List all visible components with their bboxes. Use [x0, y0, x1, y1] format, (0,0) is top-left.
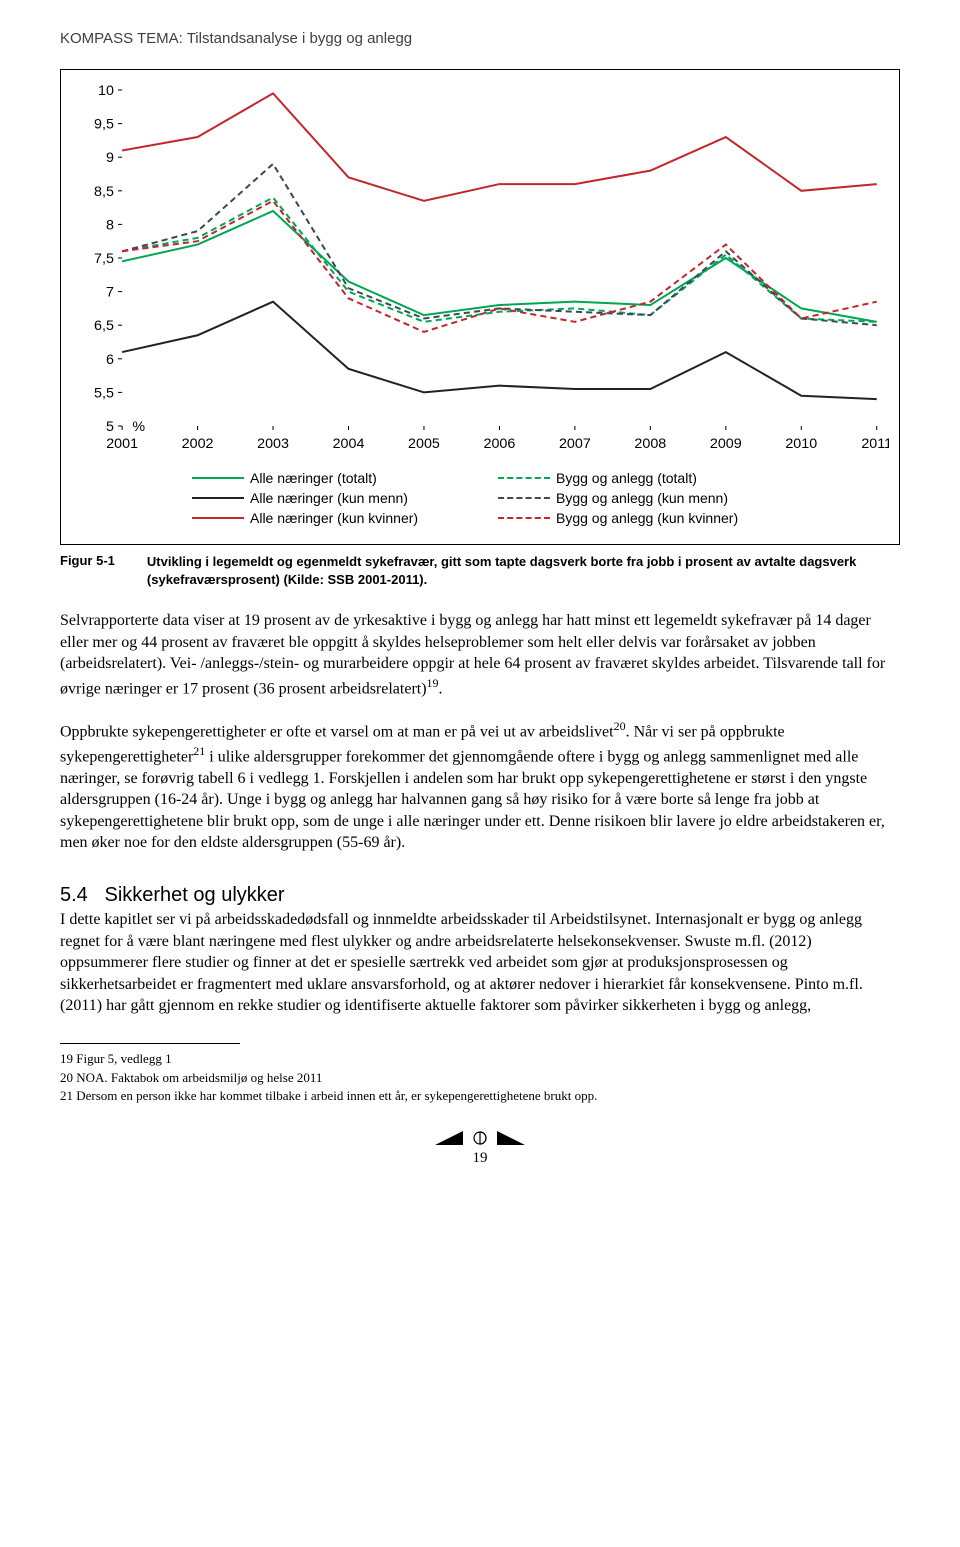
legend-label: Alle næringer (kun menn) — [250, 490, 408, 506]
legend-swatch — [192, 477, 244, 479]
section-heading: 5.4 Sikkerhet og ulykker — [60, 884, 900, 907]
svg-text:6,5: 6,5 — [94, 317, 114, 333]
section-number: 5.4 — [60, 884, 88, 906]
section-paragraph: I dette kapitlet ser vi på arbeidsskaded… — [60, 909, 900, 1017]
figure-caption: Figur 5-1 Utvikling i legemeldt og egenm… — [60, 553, 900, 588]
paragraph-2a: Oppbrukte sykepengerettigheter er ofte e… — [60, 723, 614, 740]
legend-label: Bygg og anlegg (kun kvinner) — [556, 510, 738, 526]
legend-item: Alle næringer (kun kvinner) — [192, 510, 462, 526]
svg-text:2008: 2008 — [634, 435, 666, 451]
svg-text:5,5: 5,5 — [94, 385, 114, 401]
svg-text:9: 9 — [106, 149, 114, 165]
svg-text:2005: 2005 — [408, 435, 440, 451]
svg-text:7: 7 — [106, 284, 114, 300]
footnote-19: 19 Figur 5, vedlegg 1 — [60, 1050, 900, 1068]
chart-container: 5% 5,5 6 6,5 7 7,5 8 8,5 9 9,5 10 2001 2002 2003 2004 2… — [60, 69, 900, 545]
paragraph-1-tail: . — [439, 680, 443, 697]
footnotes: 19 Figur 5, vedlegg 1 20 NOA. Faktabok o… — [60, 1050, 900, 1105]
chart-legend: Alle næringer (totalt) Bygg og anlegg (to… — [71, 468, 889, 528]
page-deco-left — [435, 1131, 463, 1145]
legend-swatch — [498, 477, 550, 479]
svg-text:6: 6 — [106, 351, 114, 367]
svg-text:2006: 2006 — [484, 435, 516, 451]
footnote-ref-19: 19 — [427, 676, 439, 690]
footnote-21: 21 Dersom en person ikke har kommet tilb… — [60, 1087, 900, 1105]
legend-label: Bygg og anlegg (totalt) — [556, 470, 697, 486]
legend-item: Alle næringer (kun menn) — [192, 490, 462, 506]
page-number-area: 19 — [60, 1131, 900, 1167]
legend-label: Alle næringer (totalt) — [250, 470, 377, 486]
svg-text:5: 5 — [106, 418, 114, 434]
page-deco-center — [473, 1131, 487, 1145]
page-number: 19 — [60, 1150, 900, 1167]
paragraph-2: Oppbrukte sykepengerettigheter er ofte e… — [60, 718, 900, 854]
legend-swatch — [192, 497, 244, 499]
legend-item: Bygg og anlegg (kun kvinner) — [498, 510, 768, 526]
svg-text:7,5: 7,5 — [94, 250, 114, 266]
svg-text:2011: 2011 — [861, 435, 889, 451]
section-title: Sikkerhet og ulykker — [104, 884, 284, 906]
footnote-ref-20: 20 — [614, 719, 626, 733]
legend-item: Bygg og anlegg (kun menn) — [498, 490, 768, 506]
svg-text:10: 10 — [98, 82, 114, 98]
svg-text:2007: 2007 — [559, 435, 591, 451]
footnote-20: 20 NOA. Faktabok om arbeidsmiljø og hels… — [60, 1069, 900, 1087]
footnote-rule — [60, 1043, 240, 1044]
legend-label: Alle næringer (kun kvinner) — [250, 510, 418, 526]
svg-text:2009: 2009 — [710, 435, 742, 451]
legend-item: Alle næringer (totalt) — [192, 470, 462, 486]
svg-text:8,5: 8,5 — [94, 183, 114, 199]
svg-text:2001: 2001 — [106, 435, 138, 451]
paragraph-1-text: Selvrapporterte data viser at 19 prosent… — [60, 612, 885, 697]
page-deco-right — [497, 1131, 525, 1145]
legend-swatch — [192, 517, 244, 519]
svg-text:%: % — [132, 418, 145, 434]
figure-label: Figur 5-1 — [60, 553, 115, 568]
svg-text:9,5: 9,5 — [94, 116, 114, 132]
page-header: KOMPASS TEMA: Tilstandsanalyse i bygg og… — [60, 30, 900, 47]
svg-text:2010: 2010 — [785, 435, 817, 451]
figure-text: Utvikling i legemeldt og egenmeldt sykef… — [147, 553, 900, 588]
svg-text:2004: 2004 — [333, 435, 365, 451]
line-chart: 5% 5,5 6 6,5 7 7,5 8 8,5 9 9,5 10 2001 2002 2003 2004 2… — [71, 80, 889, 460]
legend-swatch — [498, 517, 550, 519]
legend-label: Bygg og anlegg (kun menn) — [556, 490, 728, 506]
footnote-ref-21: 21 — [193, 744, 205, 758]
paragraph-1: Selvrapporterte data viser at 19 prosent… — [60, 610, 900, 700]
svg-text:8: 8 — [106, 217, 114, 233]
svg-text:2003: 2003 — [257, 435, 289, 451]
svg-text:2002: 2002 — [182, 435, 214, 451]
legend-item: Bygg og anlegg (totalt) — [498, 470, 768, 486]
legend-swatch — [498, 497, 550, 499]
